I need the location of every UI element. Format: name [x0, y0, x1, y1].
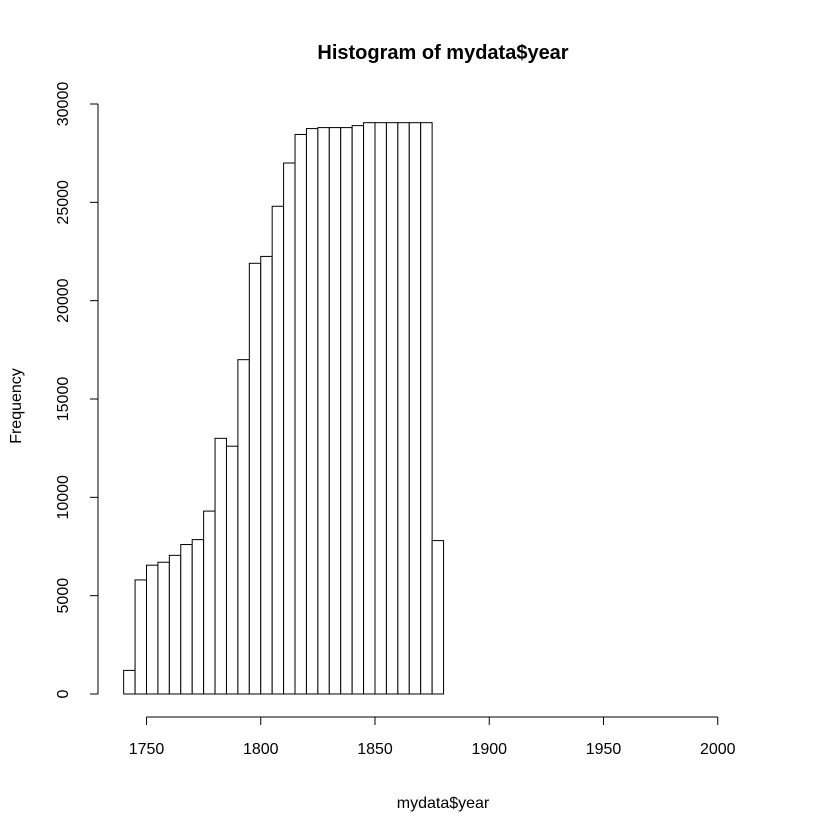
y-axis-label: Frequency — [8, 368, 25, 444]
x-tick-label: 1750 — [129, 741, 165, 758]
x-tick-label: 1950 — [586, 741, 622, 758]
histogram-bar — [180, 544, 193, 695]
y-axis: 0 5000 10000 15000 20000 25000 30000 — [55, 82, 99, 698]
histogram-bar — [157, 561, 170, 695]
x-tick-label: 2000 — [700, 741, 736, 758]
histogram-bar — [374, 122, 387, 695]
histogram-bar — [123, 669, 136, 695]
histogram-bar — [237, 359, 250, 695]
histogram-bar — [168, 554, 182, 695]
bars-group — [123, 122, 445, 695]
histogram-bar — [260, 255, 273, 695]
histogram-bar — [271, 205, 285, 695]
histogram-bar — [191, 539, 205, 695]
y-tick-label: 20000 — [55, 278, 72, 323]
y-tick-label: 25000 — [55, 180, 72, 225]
x-axis-label: mydata$year — [397, 795, 490, 812]
histogram-bar — [305, 128, 319, 695]
histogram-bar — [283, 162, 296, 695]
x-tick-label: 1850 — [357, 741, 393, 758]
histogram-bar — [420, 122, 433, 695]
y-tick-label: 10000 — [55, 475, 72, 520]
histogram-bar — [340, 127, 353, 695]
histogram-bar — [363, 122, 376, 695]
x-axis: 1750 1800 1850 1900 1950 2000 — [129, 716, 736, 758]
y-tick-label: 30000 — [55, 82, 72, 127]
x-tick-label: 1800 — [243, 741, 279, 758]
histogram-bar — [214, 437, 227, 695]
histogram-bar — [351, 125, 365, 695]
histogram-bar — [408, 122, 422, 695]
histogram-bar — [203, 510, 216, 695]
y-tick-label: 15000 — [55, 377, 72, 422]
histogram-bar — [225, 445, 239, 695]
chart-title: Histogram of mydata$year — [317, 42, 568, 64]
histogram-bar — [431, 540, 445, 695]
histogram-bar — [294, 133, 307, 695]
histogram-bar — [317, 127, 330, 695]
histogram-bar — [248, 262, 262, 695]
histogram-bar — [397, 122, 410, 695]
histogram-bar — [146, 564, 159, 695]
y-tick-label: 5000 — [55, 578, 72, 614]
x-tick-label: 1900 — [471, 741, 507, 758]
histogram-bar — [134, 579, 147, 695]
histogram-bar — [385, 122, 399, 695]
histogram-bar — [328, 127, 342, 695]
y-tick-label: 0 — [55, 689, 72, 698]
